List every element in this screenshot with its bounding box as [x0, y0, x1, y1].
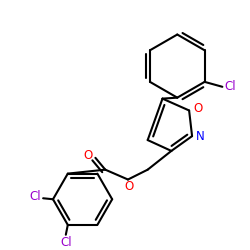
Text: O: O — [124, 180, 134, 193]
Text: N: N — [196, 130, 205, 142]
Text: Cl: Cl — [30, 190, 41, 203]
Text: Cl: Cl — [60, 236, 72, 249]
Text: O: O — [83, 149, 92, 162]
Text: O: O — [193, 102, 202, 115]
Text: Cl: Cl — [224, 80, 236, 93]
